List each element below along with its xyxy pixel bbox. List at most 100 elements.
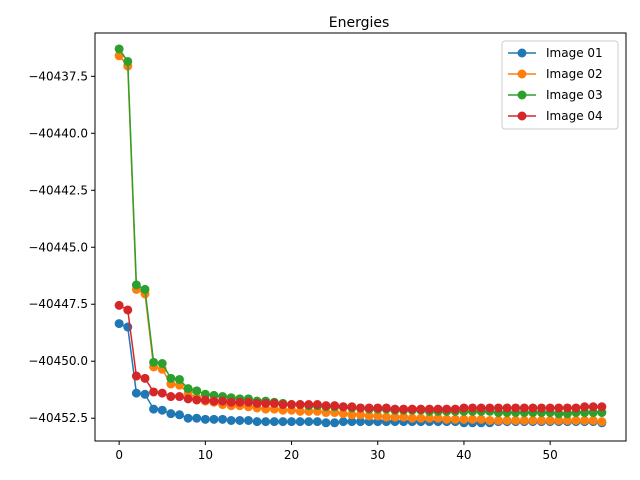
- data-point: [312, 400, 322, 410]
- data-point: [364, 403, 374, 413]
- data-point: [381, 403, 391, 413]
- legend-entry: Image 03: [508, 88, 603, 102]
- data-point: [140, 373, 150, 383]
- chart-title: Energies: [329, 15, 390, 31]
- data-point: [123, 56, 133, 66]
- data-point: [597, 402, 607, 412]
- data-point: [261, 398, 271, 408]
- data-point: [588, 415, 598, 425]
- data-point: [261, 417, 271, 427]
- data-point: [562, 415, 572, 425]
- data-point: [485, 403, 495, 413]
- data-point: [485, 415, 495, 425]
- data-point: [502, 415, 512, 425]
- data-point: [269, 398, 279, 408]
- data-point: [226, 397, 236, 407]
- data-point: [493, 415, 503, 425]
- data-point: [157, 388, 167, 398]
- data-point: [278, 400, 288, 410]
- data-point: [442, 414, 452, 424]
- data-point: [295, 400, 305, 410]
- y-tick-label: −40447.5: [28, 297, 88, 311]
- data-point: [399, 412, 409, 422]
- legend-label: Image 02: [546, 67, 603, 81]
- legend-entry: Image 01: [508, 46, 603, 60]
- data-point: [157, 359, 167, 368]
- data-point: [287, 417, 297, 427]
- x-axis: 0 10 20 30 40 50: [115, 441, 558, 462]
- legend-label: Image 03: [546, 88, 603, 102]
- data-point: [511, 403, 521, 413]
- data-point: [321, 401, 331, 411]
- data-point: [571, 415, 581, 425]
- data-point: [131, 280, 141, 290]
- data-point: [114, 44, 124, 54]
- data-point: [442, 404, 452, 414]
- data-point: [390, 412, 400, 422]
- data-point: [356, 417, 365, 427]
- data-point: [459, 403, 469, 413]
- data-point: [321, 418, 331, 428]
- data-point: [140, 389, 150, 399]
- data-point: [511, 415, 521, 425]
- data-point: [356, 403, 365, 413]
- data-point: [356, 410, 365, 420]
- y-tick-label: −40450.0: [28, 354, 88, 368]
- data-point: [407, 413, 417, 423]
- legend-box: [501, 40, 619, 130]
- x-tick-label: 50: [543, 448, 558, 462]
- data-point: [252, 417, 262, 427]
- data-point: [373, 403, 383, 413]
- legend-marker: [517, 48, 527, 58]
- data-point: [243, 397, 253, 407]
- data-point: [597, 417, 607, 427]
- data-point: [200, 395, 210, 405]
- data-point: [347, 410, 357, 420]
- data-point: [381, 412, 391, 422]
- y-tick-label: −40445.0: [28, 240, 88, 254]
- data-point: [287, 400, 297, 410]
- data-point: [157, 405, 167, 415]
- data-point: [209, 396, 219, 406]
- data-point: [416, 404, 426, 414]
- y-tick-label: −40442.5: [28, 183, 88, 197]
- data-point: [528, 415, 538, 425]
- data-point: [149, 357, 159, 367]
- data-point: [528, 403, 538, 413]
- data-point: [554, 415, 564, 425]
- data-point: [200, 414, 210, 424]
- data-point: [235, 415, 245, 425]
- data-point: [450, 404, 460, 414]
- data-point: [174, 392, 184, 402]
- series-layer: [114, 44, 607, 428]
- legend-entry: Image 02: [508, 67, 603, 81]
- legend-marker: [517, 111, 527, 121]
- x-tick-label: 40: [456, 448, 471, 462]
- x-tick-label: 30: [370, 448, 385, 462]
- data-point: [304, 417, 314, 427]
- data-point: [114, 319, 124, 329]
- data-point: [192, 386, 202, 396]
- data-point: [338, 409, 348, 419]
- data-point: [235, 397, 245, 407]
- data-point: [166, 392, 176, 402]
- data-point: [347, 402, 357, 412]
- data-point: [433, 404, 443, 414]
- data-point: [174, 374, 184, 384]
- data-point: [252, 398, 262, 408]
- legend-label: Image 04: [546, 109, 603, 123]
- axes-frame: [94, 32, 627, 442]
- data-point: [131, 388, 141, 398]
- data-point: [390, 404, 400, 414]
- data-point: [580, 402, 590, 412]
- data-point: [330, 418, 340, 428]
- data-point: [192, 395, 202, 405]
- data-point: [468, 403, 478, 413]
- data-point: [424, 413, 434, 423]
- data-point: [502, 403, 512, 413]
- data-point: [519, 403, 529, 413]
- data-point: [571, 403, 581, 413]
- data-point: [269, 417, 279, 427]
- legend-label: Image 01: [546, 46, 603, 60]
- data-point: [519, 415, 529, 425]
